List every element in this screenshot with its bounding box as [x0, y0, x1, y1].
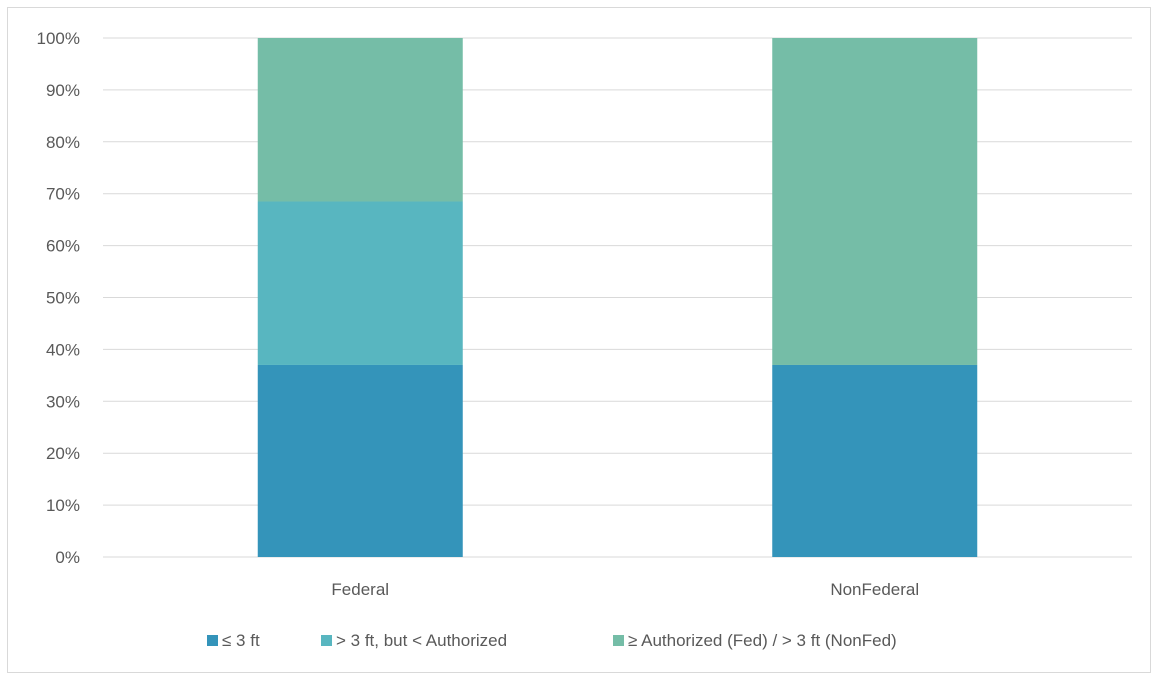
y-tick-label: 30%: [46, 392, 80, 411]
y-tick-label: 0%: [55, 548, 80, 567]
y-tick-label: 70%: [46, 185, 80, 204]
y-tick-label: 100%: [37, 29, 80, 48]
legend-swatch: [613, 635, 624, 646]
legend-swatch: [321, 635, 332, 646]
legend-label: > 3 ft, but < Authorized: [336, 631, 507, 650]
y-tick-label: 90%: [46, 81, 80, 100]
bar-segment-federal-series-3: [257, 38, 463, 202]
legend-label: ≤ 3 ft: [222, 631, 260, 650]
y-tick-label: 10%: [46, 496, 80, 515]
bar-segment-federal-series-2: [257, 201, 463, 365]
y-tick-label: 40%: [46, 340, 80, 359]
y-tick-label: 60%: [46, 237, 80, 256]
bar-segment-nonfederal-series-3: [772, 38, 978, 365]
y-axis-tick-labels: 0% 10% 20% 30% 40% 50% 60% 70% 80% 90% 100%: [37, 29, 80, 567]
legend: ≤ 3 ft > 3 ft, but < Authorized ≥ Authoriz…: [207, 631, 897, 650]
gridlines: [103, 37, 1132, 558]
x-axis-tick-labels: Federal NonFederal: [331, 580, 919, 599]
bars: [257, 38, 978, 557]
legend-swatch: [207, 635, 218, 646]
bar-segment-nonfederal-series-1: [772, 364, 978, 557]
y-tick-label: 50%: [46, 289, 80, 308]
y-tick-label: 20%: [46, 444, 80, 463]
legend-label: ≥ Authorized (Fed) / > 3 ft (NonFed): [628, 631, 897, 650]
bar-segment-federal-series-1: [257, 364, 463, 557]
x-tick-label: NonFederal: [830, 580, 919, 599]
x-tick-label: Federal: [331, 580, 389, 599]
y-tick-label: 80%: [46, 133, 80, 152]
